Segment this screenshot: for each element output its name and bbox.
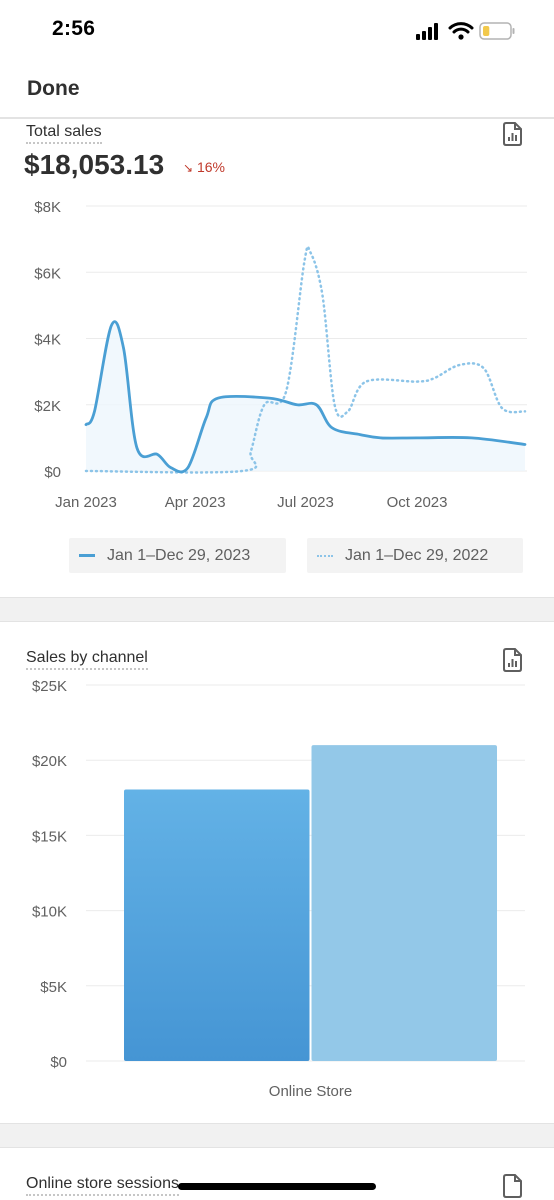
status-time: 2:56 (52, 17, 96, 40)
report-icon[interactable] (501, 1174, 523, 1198)
series-line-2023 (84, 320, 527, 474)
y-tick-label: $5K (40, 979, 67, 996)
total-sales-card: Total sales $18,053.13 ↘ 16% $0 $2K $4K $6K… (0, 118, 554, 598)
sales-by-channel-title[interactable]: Sales by channel (26, 648, 148, 670)
y-tick-label: $0 (50, 1054, 67, 1071)
arrow-down-right-icon: ↘ (183, 161, 194, 175)
y-tick-label: $15K (32, 828, 67, 845)
battery-level (483, 26, 490, 36)
total-sales-line-chart: $0 $2K $4K $6K $8K Jan 2023 Apr 2023 Jul 2023 Oc… (34, 199, 527, 511)
bar-2022 (311, 745, 497, 1061)
bar-2023 (124, 789, 310, 1061)
delta-badge: ↘ 16% (183, 159, 225, 175)
legend-solid-line-icon (79, 554, 95, 557)
sales-by-channel-bar-chart: $0 $5K $10K $15K $20K $25K Online Store (32, 678, 525, 1100)
y-tick-label: $0 (44, 464, 61, 481)
legend-dotted-line-icon (317, 555, 333, 557)
legend-label-2023: Jan 1–Dec 29, 2023 (107, 547, 251, 564)
online-store-sessions-title[interactable]: Online store sessions (26, 1174, 179, 1196)
series-line-2022 (84, 245, 527, 474)
x-tick-label: Jan 2023 (55, 494, 117, 511)
done-button[interactable]: Done (27, 77, 80, 100)
y-tick-label: $2K (34, 398, 61, 415)
nav-bar: Done (0, 62, 554, 118)
x-tick-label: Jul 2023 (277, 494, 334, 511)
y-tick-label: $6K (34, 265, 61, 282)
home-indicator (178, 1183, 376, 1190)
cellular-signal-icon (416, 23, 438, 40)
total-sales-title[interactable]: Total sales (26, 122, 102, 144)
y-tick-label: $25K (32, 678, 67, 695)
status-bar: 2:56 (0, 0, 554, 62)
x-tick-label: Apr 2023 (165, 494, 226, 511)
battery-icon (479, 22, 515, 40)
y-tick-label: $8K (34, 199, 61, 216)
x-category-label: Online Store (269, 1083, 352, 1100)
wifi-icon (448, 22, 474, 40)
series-area-2023 (86, 321, 525, 472)
legend-item-2023[interactable]: Jan 1–Dec 29, 2023 (69, 538, 286, 573)
status-icons (416, 20, 526, 42)
y-tick-label: $10K (32, 904, 67, 921)
y-tick-label: $20K (32, 753, 67, 770)
report-icon[interactable] (501, 648, 523, 672)
legend-item-2022[interactable]: Jan 1–Dec 29, 2022 (307, 538, 523, 573)
delta-value: 16% (196, 159, 225, 175)
sales-by-channel-card: Sales by channel $0 $5K $10K $15K $20K $25K On… (0, 621, 554, 1124)
online-store-sessions-card: Online store sessions (0, 1147, 554, 1200)
x-tick-label: Oct 2023 (387, 494, 448, 511)
legend-label-2022: Jan 1–Dec 29, 2022 (345, 547, 489, 564)
report-icon[interactable] (501, 122, 523, 146)
y-tick-label: $4K (34, 332, 61, 349)
total-sales-value: $18,053.13 (24, 149, 165, 180)
